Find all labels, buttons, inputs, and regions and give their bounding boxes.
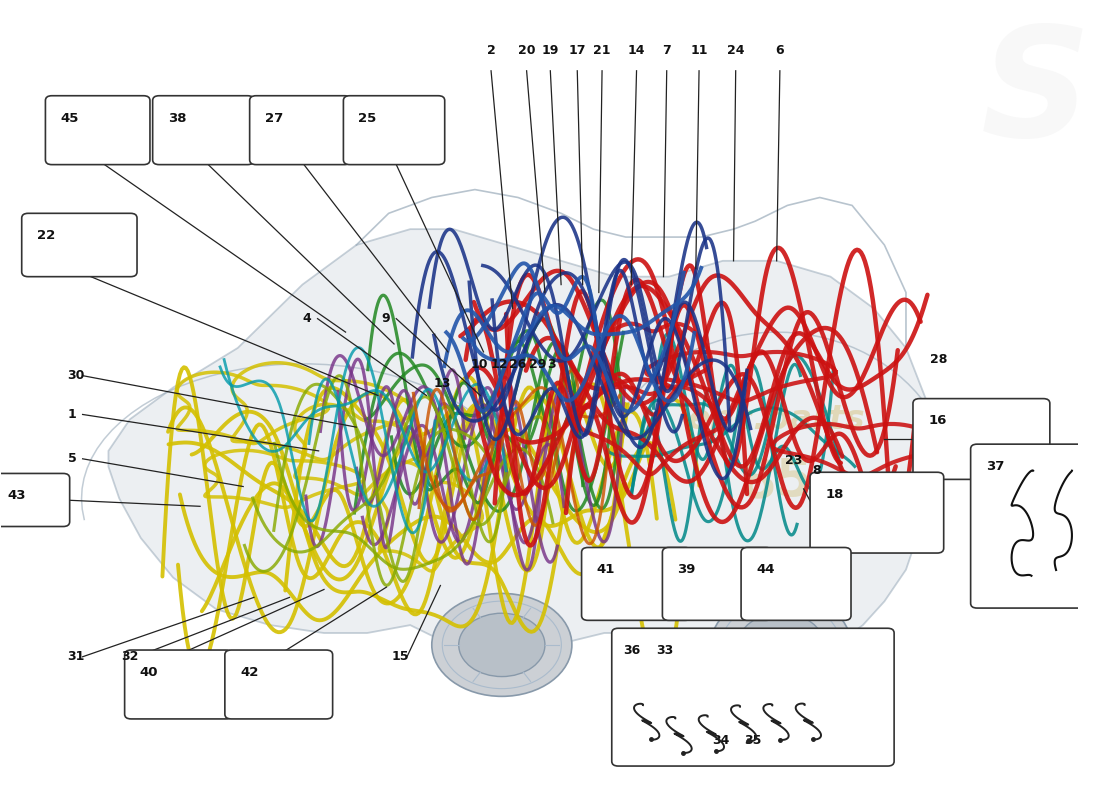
Text: 22: 22 (36, 229, 55, 242)
Text: 16: 16 (928, 414, 946, 427)
Text: 43: 43 (8, 490, 25, 502)
Text: 26: 26 (509, 358, 527, 371)
Text: 7: 7 (662, 43, 671, 57)
Text: 8: 8 (812, 464, 821, 477)
Text: 19: 19 (541, 43, 559, 57)
Text: 29: 29 (529, 358, 546, 371)
Polygon shape (109, 229, 933, 657)
Circle shape (432, 594, 572, 696)
Text: 38: 38 (167, 111, 186, 125)
Text: 37: 37 (986, 460, 1004, 473)
Text: 27: 27 (265, 111, 283, 125)
FancyBboxPatch shape (224, 650, 332, 719)
Text: 31: 31 (67, 650, 85, 663)
FancyBboxPatch shape (343, 96, 444, 165)
Text: 45: 45 (60, 111, 79, 125)
Text: 6: 6 (776, 43, 784, 57)
Circle shape (738, 614, 824, 677)
Text: 1: 1 (67, 408, 76, 421)
Text: 44: 44 (756, 563, 774, 576)
Text: 23: 23 (785, 454, 803, 467)
Text: 11: 11 (691, 43, 707, 57)
Text: 36: 36 (624, 644, 641, 657)
FancyBboxPatch shape (612, 628, 894, 766)
FancyBboxPatch shape (0, 474, 69, 526)
Text: 15: 15 (392, 650, 409, 663)
Text: 32: 32 (121, 650, 139, 663)
Text: 34: 34 (712, 734, 729, 747)
Text: 39: 39 (678, 563, 696, 576)
Circle shape (459, 614, 544, 677)
Text: 21: 21 (593, 43, 611, 57)
FancyBboxPatch shape (662, 547, 772, 620)
Text: 5: 5 (67, 452, 76, 466)
Text: 30: 30 (67, 369, 85, 382)
Text: 40: 40 (140, 666, 158, 679)
Text: 35: 35 (745, 734, 761, 747)
FancyBboxPatch shape (970, 444, 1100, 608)
Circle shape (711, 594, 851, 696)
FancyBboxPatch shape (810, 472, 944, 553)
Text: 17: 17 (569, 43, 586, 57)
FancyBboxPatch shape (250, 96, 351, 165)
FancyBboxPatch shape (45, 96, 150, 165)
Text: 3: 3 (547, 358, 556, 371)
Text: S: S (980, 20, 1090, 169)
FancyBboxPatch shape (124, 650, 232, 719)
Text: 25: 25 (359, 111, 376, 125)
Text: 9: 9 (381, 312, 389, 325)
Text: 12: 12 (491, 358, 508, 371)
Text: 20: 20 (518, 43, 536, 57)
FancyBboxPatch shape (153, 96, 254, 165)
Text: 33: 33 (656, 644, 673, 657)
Text: 14: 14 (628, 43, 646, 57)
Text: 18: 18 (825, 488, 844, 501)
Text: 2: 2 (486, 43, 495, 57)
Text: 41: 41 (596, 563, 615, 576)
FancyBboxPatch shape (582, 547, 692, 620)
Text: epc.parts: epc.parts (688, 402, 866, 436)
Text: 85: 85 (740, 457, 813, 509)
Text: 13: 13 (433, 377, 451, 390)
Text: 42: 42 (240, 666, 258, 679)
FancyBboxPatch shape (913, 398, 1049, 479)
Text: 10: 10 (471, 358, 488, 371)
FancyBboxPatch shape (22, 214, 138, 277)
Text: 4: 4 (302, 312, 311, 325)
FancyBboxPatch shape (741, 547, 851, 620)
Text: 28: 28 (930, 354, 947, 366)
Text: 24: 24 (727, 43, 745, 57)
